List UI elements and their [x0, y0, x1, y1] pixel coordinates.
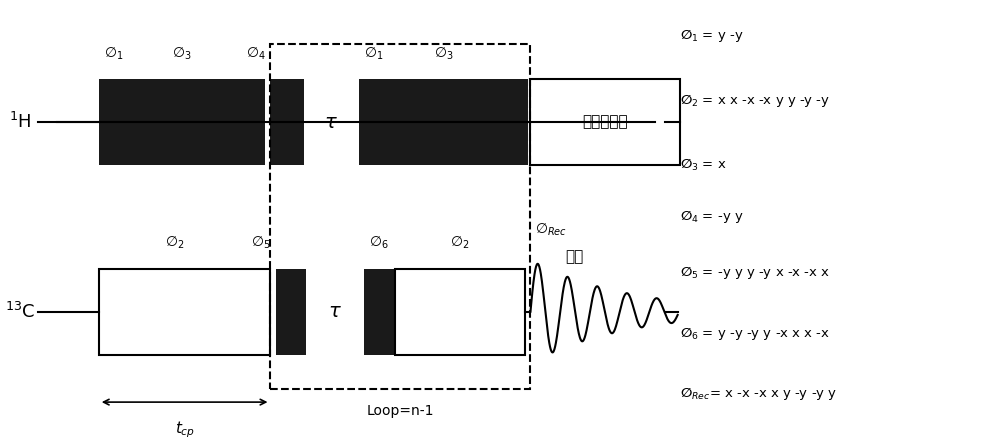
Text: 高功率去耦: 高功率去耦 — [582, 115, 628, 130]
Text: $^{1}$H: $^{1}$H — [9, 112, 32, 132]
Text: $\bf{\varnothing}$$_5$ = -y y y -y x -x -x x: $\bf{\varnothing}$$_5$ = -y y y -y x -x … — [680, 264, 830, 281]
FancyBboxPatch shape — [530, 79, 680, 165]
FancyBboxPatch shape — [359, 79, 528, 165]
FancyBboxPatch shape — [99, 79, 265, 165]
Text: $\bf{\varnothing}$$_6$ = y -y -y y -x x x -x: $\bf{\varnothing}$$_6$ = y -y -y y -x x … — [680, 325, 830, 342]
Text: $\varnothing$$_2$: $\varnothing$$_2$ — [450, 235, 470, 251]
Text: $\tau$: $\tau$ — [324, 112, 338, 131]
Text: $\varnothing$$_4$: $\varnothing$$_4$ — [246, 45, 265, 62]
Text: $\varnothing$$_3$: $\varnothing$$_3$ — [172, 45, 192, 62]
Text: Loop=n-1: Loop=n-1 — [367, 404, 434, 418]
Text: $\bf{\varnothing}$$_4$ = -y y: $\bf{\varnothing}$$_4$ = -y y — [680, 208, 743, 225]
Text: $\varnothing$$_2$: $\varnothing$$_2$ — [165, 235, 184, 251]
Text: $\varnothing$$_3$: $\varnothing$$_3$ — [434, 45, 453, 62]
Text: $\bf{\varnothing}$$_2$ = x x -x -x y y -y -y: $\bf{\varnothing}$$_2$ = x x -x -x y y -… — [680, 92, 830, 109]
FancyBboxPatch shape — [364, 269, 395, 355]
Text: $\tau$: $\tau$ — [328, 302, 342, 321]
Text: $\varnothing$$_{Rec}$: $\varnothing$$_{Rec}$ — [535, 222, 568, 238]
Text: $^{13}$C: $^{13}$C — [5, 301, 36, 321]
Text: $\bf{\varnothing}$$_{Rec}$= x -x -x x y -y -y y: $\bf{\varnothing}$$_{Rec}$= x -x -x x y … — [680, 385, 837, 402]
FancyBboxPatch shape — [99, 269, 270, 355]
Text: $\bf{\varnothing}$$_1$ = y -y: $\bf{\varnothing}$$_1$ = y -y — [680, 28, 743, 44]
Text: $\varnothing$$_5$: $\varnothing$$_5$ — [251, 235, 271, 251]
FancyBboxPatch shape — [395, 269, 525, 355]
FancyBboxPatch shape — [276, 269, 306, 355]
FancyBboxPatch shape — [270, 79, 304, 165]
Text: $\varnothing$$_1$: $\varnothing$$_1$ — [364, 45, 383, 62]
Text: $t_{cp}$: $t_{cp}$ — [175, 419, 195, 440]
Text: $\bf{\varnothing}$$_3$ = x: $\bf{\varnothing}$$_3$ = x — [680, 157, 727, 173]
Text: 采样: 采样 — [565, 249, 584, 264]
Text: $\varnothing$$_1$: $\varnothing$$_1$ — [104, 45, 123, 62]
Text: $\varnothing$$_6$: $\varnothing$$_6$ — [369, 235, 389, 251]
